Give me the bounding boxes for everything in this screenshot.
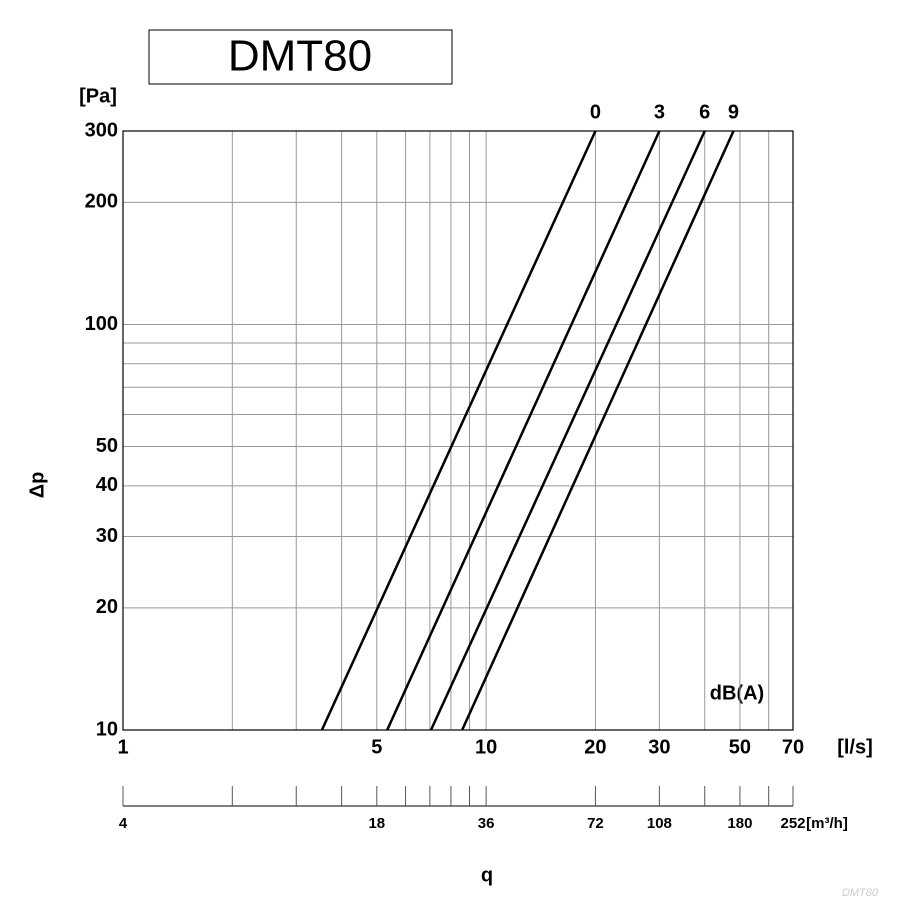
- x-tick-label: 70: [782, 736, 804, 758]
- x2-tick-label: 18: [368, 815, 385, 832]
- x-tick-label: 30: [648, 736, 670, 758]
- annotation: dB(A): [710, 682, 764, 704]
- y-tick-label: 30: [96, 525, 118, 547]
- series-label: 9: [728, 101, 739, 123]
- y-tick-label: 10: [96, 718, 118, 740]
- y-tick-label: 50: [96, 435, 118, 457]
- y-tick-label: 200: [85, 191, 118, 213]
- series-line: [429, 130, 706, 731]
- x2-tick-label: 72: [587, 815, 604, 832]
- plot-frame: [122, 130, 794, 731]
- x-tick-label: 20: [584, 736, 606, 758]
- y-tick-label: 20: [96, 596, 118, 618]
- x2-tick-label: 36: [478, 815, 495, 832]
- watermark: DMT80: [842, 887, 879, 899]
- title-box: [148, 29, 453, 85]
- y-tick-label: 100: [85, 313, 118, 335]
- x2-unit: [m³/h]: [806, 815, 848, 832]
- series-label: 0: [590, 101, 601, 123]
- x-tick-label: 5: [371, 736, 382, 758]
- series-label: 6: [699, 101, 710, 123]
- x2-tick-label: 108: [647, 815, 672, 832]
- y-unit: [Pa]: [79, 85, 117, 107]
- x-title: q: [481, 864, 493, 886]
- x-tick-label: 10: [475, 736, 497, 758]
- x-tick-label: 1: [117, 736, 128, 758]
- x-unit: [l/s]: [837, 736, 873, 758]
- chart-title: DMT80: [228, 32, 372, 81]
- x2-tick-label: 4: [119, 815, 128, 832]
- series-line: [320, 130, 597, 731]
- x2-tick-label: 252: [780, 815, 805, 832]
- y-tick-label: 300: [85, 119, 118, 141]
- x-tick-label: 50: [729, 736, 751, 758]
- series-line: [461, 130, 735, 731]
- y-tick-label: 40: [96, 474, 118, 496]
- series-line: [386, 130, 661, 731]
- series-label: 3: [654, 101, 665, 123]
- x2-tick-label: 180: [727, 815, 752, 832]
- y-title: Δp: [26, 472, 48, 499]
